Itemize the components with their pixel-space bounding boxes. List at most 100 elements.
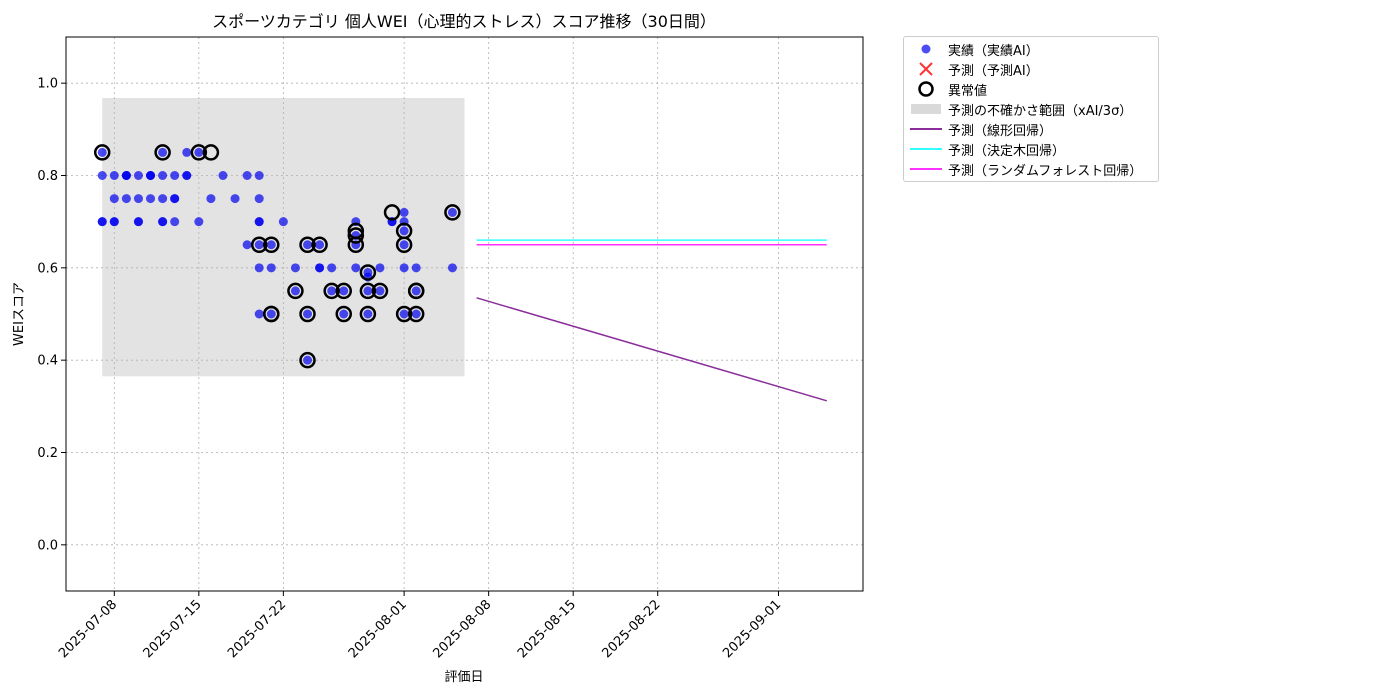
actual-point (351, 263, 361, 273)
anomaly-marker (154, 144, 171, 161)
actual-point (303, 355, 313, 365)
actual-point (133, 171, 143, 180)
x-axis-label: 評価日 (444, 670, 483, 685)
anomaly-marker (202, 144, 220, 161)
actual-point (146, 171, 156, 180)
legend-label: 予測（線形回帰） (948, 123, 1053, 139)
anomaly-marker (359, 264, 377, 281)
actual-point (411, 286, 421, 296)
actual-point (266, 263, 276, 273)
actual-point (327, 263, 337, 273)
legend-item-predicted: 予測（予測AI） (904, 59, 1158, 79)
anomaly-marker (444, 204, 461, 221)
x-tick-label: 2025-08-15 (515, 597, 579, 661)
actual-point (315, 240, 325, 250)
anomaly-marker (347, 236, 365, 253)
legend-label: 予測（決定木回帰） (948, 143, 1066, 159)
anomaly-marker (335, 282, 352, 300)
chart-legend: 実績（実績AI） 予測（予測AI） 異常値 予測の不確かさ範囲（xAI/3σ） 予測（線… (903, 36, 1159, 182)
actual-point (375, 286, 385, 296)
actual-point (290, 263, 300, 273)
actual-point (242, 171, 252, 180)
actual-point (363, 309, 373, 319)
legend-swatch-predicted (904, 59, 948, 79)
actual-point (218, 171, 228, 180)
actual-point (399, 309, 409, 319)
actual-point (266, 240, 276, 250)
actual-point (266, 309, 276, 319)
x-tick-label: 2025-08-08 (430, 597, 494, 661)
actual-point (399, 263, 409, 273)
actual-point (170, 194, 180, 204)
anomaly-marker (299, 236, 316, 253)
actual-point (133, 217, 143, 227)
x-tick-label: 2025-07-22 (225, 597, 289, 661)
x-tick-label: 2025-08-22 (600, 597, 664, 661)
plot-frame (65, 36, 864, 592)
actual-point (97, 171, 107, 180)
actual-point (399, 207, 409, 217)
actual-point (230, 194, 240, 204)
actual-point (447, 207, 457, 217)
actual-point (375, 263, 385, 273)
actual-point (290, 286, 300, 296)
actual-point (182, 147, 192, 157)
actual-point (121, 194, 131, 204)
y-tick-label: 1.0 (37, 77, 58, 92)
actual-point (254, 171, 264, 180)
legend-item-forest: 予測（ランダムフォレスト回帰） (904, 159, 1158, 179)
anomaly-marker (263, 305, 280, 323)
legend-label: 実績（実績AI） (948, 43, 1039, 59)
legend-label: 異常値 (948, 83, 988, 99)
actual-point (158, 217, 168, 227)
x-tick-label: 2025-07-15 (141, 597, 205, 661)
anomaly-marker (383, 204, 401, 221)
legend-swatch-forest (904, 159, 948, 179)
actual-point (109, 194, 119, 204)
actual-point (121, 171, 131, 180)
actual-point (254, 194, 264, 204)
actual-point (411, 309, 421, 319)
legend-item-uncertainty: 予測の不確かさ範囲（xAI/3σ） (904, 99, 1158, 119)
anomaly-marker (311, 236, 328, 253)
chart-title: スポーツカテゴリ 個人WEI（心理的ストレス）スコア推移（30日間） (212, 12, 716, 31)
y-tick-label: 0.2 (37, 446, 58, 461)
actual-point (278, 217, 288, 227)
actual-point (206, 194, 216, 204)
actual-point (339, 309, 349, 319)
legend-label: 予測（予測AI） (948, 63, 1039, 79)
linear-regression-line (476, 297, 827, 402)
y-tick-label: 0.4 (37, 354, 58, 369)
actual-point (158, 147, 168, 157)
actual-point (158, 194, 168, 204)
legend-swatch-uncertainty (904, 99, 948, 119)
x-tick-label: 2025-09-01 (720, 597, 784, 661)
actual-point (315, 263, 325, 273)
actual-point (303, 240, 313, 250)
anomaly-marker (395, 222, 413, 240)
actual-point (146, 194, 156, 204)
actual-point (194, 147, 204, 157)
actual-point (339, 286, 349, 296)
actual-point (242, 240, 252, 250)
legend-label: 予測（ランダムフォレスト回帰） (948, 163, 1143, 179)
actual-point (158, 171, 168, 180)
legend-item-tree: 予測（決定木回帰） (904, 139, 1158, 159)
actual-point (254, 240, 264, 250)
actual-point (399, 240, 409, 250)
actual-point (182, 171, 192, 180)
anomaly-marker (299, 351, 316, 369)
y-tick-label: 0.6 (37, 261, 58, 276)
actual-point (254, 217, 264, 227)
actual-point (170, 171, 180, 180)
legend-item-anomaly: 異常値 (904, 79, 1158, 99)
plot-area: 2025-07-08 2025-07-15 2025-07-22 2025-08-01… (37, 36, 864, 661)
anomaly-marker (359, 282, 377, 300)
y-axis-label: WEIスコア (12, 282, 27, 346)
actual-point (133, 194, 143, 204)
legend-swatch-tree (904, 139, 948, 159)
x-tick-label: 2025-07-08 (56, 597, 120, 661)
actual-point (327, 286, 337, 296)
actual-point (447, 263, 457, 273)
